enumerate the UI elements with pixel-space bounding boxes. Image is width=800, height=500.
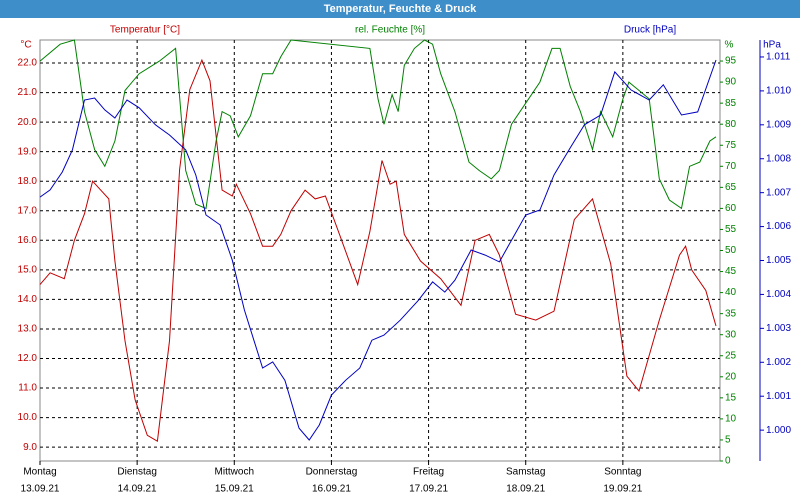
x-tick-label: Sonntag bbox=[604, 467, 641, 478]
x-tick-date: 13.09.21 bbox=[21, 484, 60, 495]
y2-tick-label: 70 bbox=[725, 161, 737, 172]
series-label: Temperatur [°C] bbox=[110, 25, 180, 36]
chart-title: Temperatur, Feuchte & Druck bbox=[324, 3, 477, 15]
x-tick-label: Mittwoch bbox=[215, 467, 254, 478]
y-tick-label: 18.0 bbox=[18, 176, 38, 187]
y2-tick-label: 95 bbox=[725, 56, 737, 67]
y2-tick-label: 0 bbox=[725, 456, 731, 467]
x-tick-label: Donnerstag bbox=[306, 467, 358, 478]
series-line bbox=[39, 59, 717, 441]
y-tick-label: 17.0 bbox=[18, 205, 38, 216]
x-tick-date: 18.09.21 bbox=[506, 484, 545, 495]
x-tick-label: Montag bbox=[23, 467, 56, 478]
series-line bbox=[39, 39, 717, 210]
x-tick-date: 19.09.21 bbox=[603, 484, 642, 495]
y3-tick-label: 1.007 bbox=[766, 187, 791, 198]
y2-tick-label: 45 bbox=[725, 266, 737, 277]
y2-tick-label: 80 bbox=[725, 119, 737, 130]
y2-tick-label: 85 bbox=[725, 98, 737, 109]
y-tick-label: 15.0 bbox=[18, 264, 38, 275]
y2-tick-label: 40 bbox=[725, 287, 737, 298]
y2-tick-label: 90 bbox=[725, 77, 737, 88]
x-tick-label: Freitag bbox=[413, 467, 444, 478]
y2-tick-label: 20 bbox=[725, 371, 737, 382]
y-tick-label: 14.0 bbox=[18, 294, 38, 305]
x-tick-label: Dienstag bbox=[117, 467, 156, 478]
y3-tick-label: 1.004 bbox=[766, 289, 791, 300]
y2-tick-label: 65 bbox=[725, 182, 737, 193]
y3-tick-label: 1.008 bbox=[766, 153, 791, 164]
y3-tick-label: 1.003 bbox=[766, 323, 791, 334]
x-tick-date: 17.09.21 bbox=[409, 484, 448, 495]
plot-area bbox=[39, 39, 721, 462]
y-tick-label: 19.0 bbox=[18, 146, 38, 157]
y-tick-label: 20.0 bbox=[18, 117, 38, 128]
y-tick-label: 9.0 bbox=[23, 442, 37, 453]
y2-tick-label: 75 bbox=[725, 140, 737, 151]
series-label: rel. Feuchte [%] bbox=[355, 25, 425, 36]
series-line bbox=[39, 58, 717, 443]
y3-tick-label: 1.005 bbox=[766, 255, 791, 266]
x-tick-label: Samstag bbox=[506, 467, 545, 478]
y2-tick-label: 10 bbox=[725, 414, 737, 425]
y-tick-label: 13.0 bbox=[18, 324, 38, 335]
y-unit: °C bbox=[20, 40, 31, 51]
y-tick-label: 11.0 bbox=[18, 383, 37, 394]
y-tick-label: 12.0 bbox=[18, 353, 38, 364]
y2-tick-label: 5 bbox=[725, 435, 731, 446]
y3-tick-label: 1.006 bbox=[766, 221, 791, 232]
y3-unit: hPa bbox=[763, 40, 781, 51]
y-tick-label: 21.0 bbox=[18, 87, 38, 98]
series-label: Druck [hPa] bbox=[624, 25, 676, 36]
y3-tick-label: 1.009 bbox=[766, 119, 791, 130]
y-tick-label: 22.0 bbox=[18, 58, 38, 69]
y3-tick-label: 1.000 bbox=[766, 425, 791, 436]
y3-tick-label: 1.010 bbox=[766, 86, 791, 97]
y2-tick-label: 15 bbox=[725, 392, 737, 403]
y2-tick-label: 25 bbox=[725, 350, 737, 361]
title-bar bbox=[0, 0, 800, 18]
x-tick-date: 16.09.21 bbox=[312, 484, 351, 495]
y2-tick-label: 50 bbox=[725, 245, 737, 256]
y2-unit: % bbox=[725, 40, 734, 51]
y3-tick-label: 1.011 bbox=[766, 52, 791, 63]
x-tick-date: 15.09.21 bbox=[215, 484, 254, 495]
y-tick-label: 16.0 bbox=[18, 235, 38, 246]
y2-tick-label: 60 bbox=[725, 203, 737, 214]
y3-tick-label: 1.002 bbox=[766, 357, 791, 368]
y2-tick-label: 35 bbox=[725, 308, 737, 319]
y2-tick-label: 30 bbox=[725, 329, 737, 340]
y-tick-label: 10.0 bbox=[18, 412, 38, 423]
y3-tick-label: 1.001 bbox=[766, 391, 791, 402]
y2-tick-label: 55 bbox=[725, 224, 737, 235]
x-tick-date: 14.09.21 bbox=[118, 484, 157, 495]
